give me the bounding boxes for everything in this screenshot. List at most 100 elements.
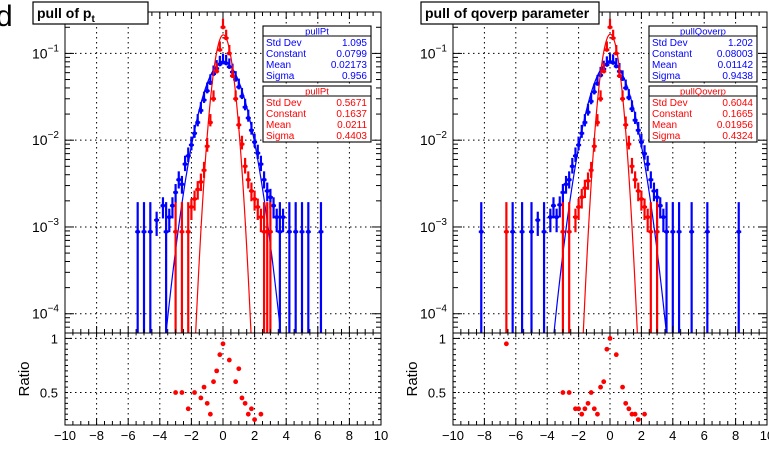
plot-area [478,18,742,333]
data-point [557,202,562,207]
data-point [236,122,241,128]
stats-row-label: Mean [266,60,291,71]
ratio-point [632,411,638,417]
y-tick-exponent: −4 [48,304,60,315]
ratio-point [626,406,632,412]
ratio-point [201,384,207,390]
stats-row-label: Constant [266,109,306,120]
data-point [642,204,647,210]
ratio-point [585,400,591,406]
stats-row-value: 0.02173 [331,60,368,71]
ratio-point [192,390,197,395]
data-point [639,140,644,145]
stats-row-label: Sigma [652,131,681,142]
stats-row-label: Constant [266,49,306,60]
data-point [249,128,254,133]
data-point [689,229,694,234]
title-box [420,1,600,25]
ratio-point [566,390,572,395]
data-point [135,229,140,234]
data-point [579,195,584,200]
ratio-point [635,417,641,422]
data-point [154,217,159,223]
data-point [592,89,597,95]
ratio-y-tick-label: 1 [439,331,446,346]
data-point [252,196,257,202]
data-point [611,36,616,41]
data-point [589,99,594,104]
ratio-point [588,390,594,395]
chart-title-main: pull of qoverp parameter [425,5,590,21]
ratio-point [239,395,245,401]
panel-label: d [0,0,13,33]
data-point [164,229,169,234]
data-point [299,229,305,234]
data-point [265,188,270,194]
stats-row-value: 1.202 [728,38,753,49]
data-point [604,47,609,52]
data-point [548,214,553,220]
chart-title-main: pull of p [37,5,91,21]
y-tick-base: 10 [420,45,436,61]
title-box [32,1,149,25]
data-point [243,105,248,110]
data-point [607,25,613,30]
data-point [579,131,584,136]
ratio-point [598,384,603,390]
stats-row-value: 0.956 [342,71,367,82]
data-point [567,229,572,234]
data-point [629,106,635,111]
stats-row-value: 0.1637 [336,109,367,120]
data-point [201,97,207,103]
x-tick-label: −6 [508,428,523,443]
data-point [614,64,619,69]
ratio-point [601,379,607,385]
data-point [246,177,251,182]
data-point [189,204,194,210]
stats-row-label: Constant [652,109,692,120]
ratio-point [576,406,581,412]
data-point [170,203,175,208]
data-point [573,153,578,158]
data-point [167,214,172,220]
data-point [189,142,194,148]
ratio-y-tick-label: 0.5 [428,386,446,401]
stats-row-value: 0.9438 [722,71,753,82]
plot-area [135,18,324,333]
data-point [227,51,232,56]
ratio-point [207,411,213,417]
y-tick-label: 10−3 [32,217,59,235]
data-point [220,25,226,30]
data-point [611,60,616,65]
ratio-point [582,406,588,412]
y-tick-exponent: −2 [436,130,448,141]
chart-panel-1: −10 −8 −6 −4 −2 0 2 4 6 8 1010−110−210−310−410.5Ra… [16,1,388,443]
stats-row-value: 0.4403 [336,131,367,142]
stats-row-value: 1.095 [342,38,367,49]
data-point [227,64,232,69]
data-point [617,73,622,79]
data-point [664,229,669,234]
y-tick-exponent: −2 [48,130,60,141]
y-tick-base: 10 [420,132,436,148]
data-point [582,120,587,125]
series-red [173,18,273,333]
ratio-point [604,346,610,352]
data-point [504,229,509,234]
data-point [633,177,638,182]
x-tick-label: 10 [760,428,769,443]
data-point [560,229,566,234]
x-tick-label: 0 [606,428,613,443]
data-point [280,214,286,220]
ratio-point [258,411,264,417]
data-point [186,229,191,234]
x-tick-label: −8 [89,428,104,443]
chart-title-text: pull of qoverp parameter [425,5,590,21]
ratio-point [242,400,248,406]
series-blue [478,53,742,333]
data-point [585,110,591,115]
data-point [249,188,254,194]
data-point [201,168,207,173]
fit-curve-red [195,34,252,333]
stats-box-frame [648,25,758,83]
